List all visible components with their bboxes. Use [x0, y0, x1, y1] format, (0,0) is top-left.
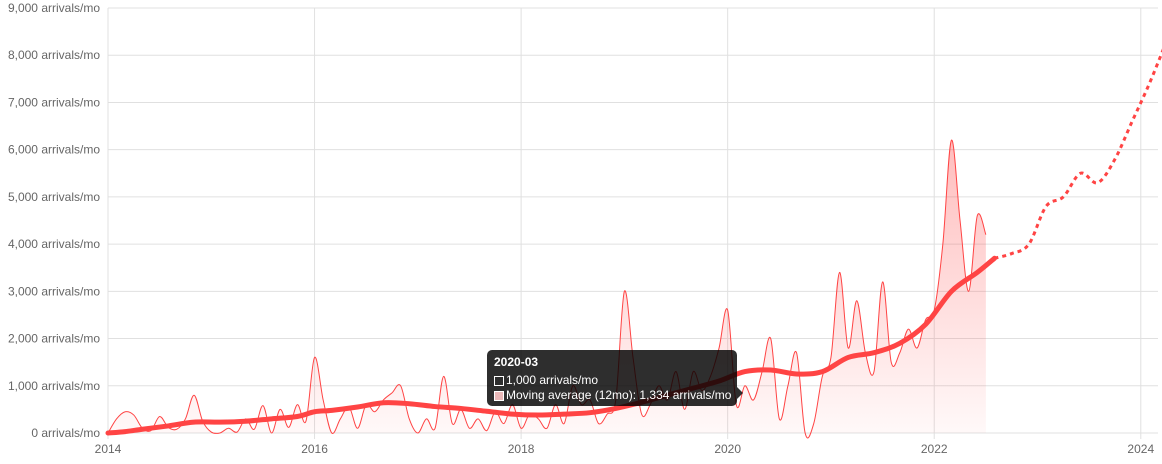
chart-tooltip: 2020-03 1,000 arrivals/mo Moving average… — [487, 350, 743, 406]
x-tick-label: 2020 — [714, 442, 741, 456]
x-tick-label: 2016 — [301, 442, 328, 456]
y-tick-label: 3,000 arrivals/mo — [8, 284, 100, 298]
tooltip-row-arrivals-text: 1,000 arrivals/mo — [506, 373, 599, 387]
arrivals-area — [108, 140, 986, 438]
tooltip-row-moving-average: Moving average (12mo): 1,334 arrivals/mo — [494, 388, 731, 402]
moving-average-line — [105, 255, 997, 436]
tooltip-row-arrivals: 1,000 arrivals/mo — [494, 373, 598, 387]
x-tick-label: 2024 — [1127, 442, 1154, 456]
y-tick-label: 9,000 arrivals/mo — [8, 1, 100, 15]
y-tick-label: 1,000 arrivals/mo — [8, 379, 100, 393]
y-tick-label: 8,000 arrivals/mo — [8, 48, 100, 62]
series-layer — [105, 48, 1162, 439]
y-tick-label: 7,000 arrivals/mo — [8, 95, 100, 109]
x-tick-label: 2014 — [95, 442, 122, 456]
y-tick-label: 5,000 arrivals/mo — [8, 190, 100, 204]
x-tick-label: 2022 — [921, 442, 948, 456]
tooltip-title: 2020-03 — [494, 355, 539, 369]
swatch-arrivals-icon — [494, 376, 504, 386]
tooltip-caret — [737, 387, 743, 399]
x-axis-ticks: 2014 2016 2018 2020 2022 2024 — [95, 442, 1155, 456]
projection-line — [994, 48, 1162, 260]
y-tick-label: 6,000 arrivals/mo — [8, 143, 100, 157]
y-tick-label: 0 arrivals/mo — [31, 426, 100, 440]
y-tick-label: 4,000 arrivals/mo — [8, 237, 100, 251]
tooltip-row-moving-average-text: Moving average (12mo): 1,334 arrivals/mo — [506, 388, 732, 402]
y-tick-label: 2,000 arrivals/mo — [8, 332, 100, 346]
swatch-moving-average-icon — [494, 391, 504, 401]
x-tick-label: 2018 — [508, 442, 535, 456]
y-axis-ticks: 0 arrivals/mo 1,000 arrivals/mo 2,000 arri… — [8, 1, 100, 440]
